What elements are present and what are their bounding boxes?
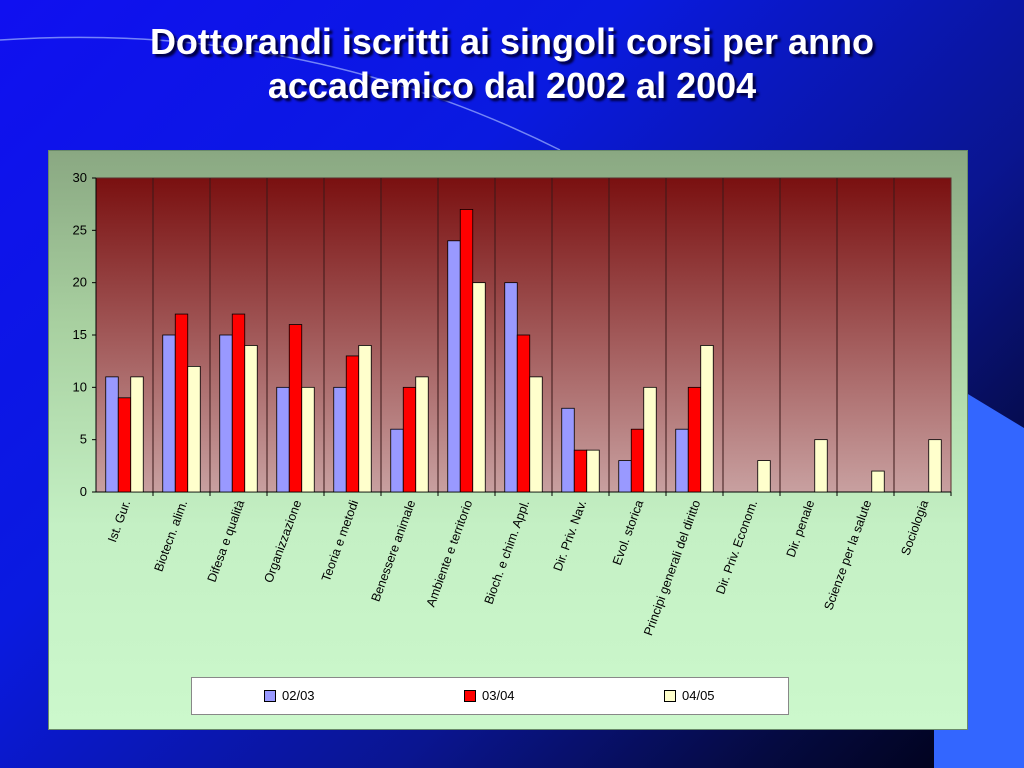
slide-title-line-2: accademico dal 2002 al 2004 xyxy=(267,65,757,106)
bar-series-3 xyxy=(871,470,885,493)
bar-series-1 xyxy=(561,407,575,493)
category-label: Dir. Priv. Econom. xyxy=(713,498,760,596)
bar-series-3 xyxy=(586,449,600,493)
legend-item-series-3: 04/05 xyxy=(664,688,715,703)
y-tick-label: 15 xyxy=(73,327,87,342)
category-label: Difesa e qualità xyxy=(205,498,248,584)
category-label: Benessere animale xyxy=(369,498,419,603)
chart-legend: 02/03 03/04 04/05 xyxy=(191,677,789,715)
bar-series-1 xyxy=(618,460,632,493)
chart-panel: 0 5 10 15 20 25 30 Ist. Gur. Biotecn. alim. Difes… xyxy=(48,150,968,730)
bar-series-3 xyxy=(529,376,543,493)
legend-swatch-series-2 xyxy=(464,689,476,702)
category-label: Teoria e metodi xyxy=(319,498,361,583)
bar-series-2 xyxy=(231,313,246,493)
bar-series-3 xyxy=(757,460,771,493)
bar-series-3 xyxy=(700,345,714,493)
bar-series-1 xyxy=(390,428,404,493)
legend-label-series-1: 02/03 xyxy=(282,688,315,703)
category-label: Organizzazione xyxy=(261,498,304,584)
y-tick-label: 10 xyxy=(73,379,87,394)
legend-label-series-3: 04/05 xyxy=(682,688,715,703)
y-tick-label: 20 xyxy=(73,275,87,290)
legend-item-series-2: 03/04 xyxy=(464,688,515,703)
category-label: Principi generali del diritto xyxy=(641,498,703,637)
category-label: Dir. Priv. Nav. xyxy=(551,498,590,573)
bar-series-1 xyxy=(333,386,347,493)
category-label: Evol. storica xyxy=(610,498,646,567)
slide-title-line-1: Dottorandi iscritti ai singoli corsi per… xyxy=(149,21,875,62)
bar-series-2 xyxy=(516,334,531,493)
y-tick-label: 25 xyxy=(73,222,87,237)
category-label: Scienze per la salute xyxy=(821,498,874,612)
category-label: Dir. penale xyxy=(784,498,818,559)
category-label: Bioch. e chim. Appl. xyxy=(482,498,533,606)
decorative-blue-shape xyxy=(934,388,1024,768)
bar-series-1 xyxy=(504,282,518,493)
category-label: Ist. Gur. xyxy=(105,498,133,544)
y-tick-label: 0 xyxy=(80,484,87,499)
bar-chart: 0 5 10 15 20 25 30 Ist. Gur. Biotecn. alim. Difes… xyxy=(73,170,952,638)
legend-swatch-series-1 xyxy=(264,689,276,702)
bar-series-2 xyxy=(402,386,417,493)
bar-series-3 xyxy=(928,439,942,493)
bar-series-2 xyxy=(687,386,702,493)
bar-series-2 xyxy=(174,313,189,493)
bar-series-3 xyxy=(244,345,258,493)
bar-series-2 xyxy=(459,209,474,493)
bar-series-2 xyxy=(117,397,132,493)
bar-series-3 xyxy=(301,386,315,493)
category-label: Sociologia xyxy=(898,498,931,557)
bar-series-3 xyxy=(358,345,372,493)
slide-title: Dottorandi iscritti ai singoli corsi per… xyxy=(0,20,1024,108)
bar-series-3 xyxy=(472,282,486,493)
bar-series-1 xyxy=(276,386,290,493)
bar-series-1 xyxy=(105,376,119,493)
bar-series-1 xyxy=(219,334,233,493)
bar-series-2 xyxy=(630,428,645,493)
y-tick-label: 30 xyxy=(73,170,87,185)
bar-series-1 xyxy=(675,428,689,493)
legend-swatch-series-3 xyxy=(664,689,676,702)
legend-label-series-2: 03/04 xyxy=(482,688,515,703)
bar-series-3 xyxy=(130,376,144,493)
bar-series-1 xyxy=(447,240,461,493)
y-tick-label: 5 xyxy=(80,432,87,447)
bar-series-2 xyxy=(345,355,360,493)
category-label: Ambiente e territorio xyxy=(424,498,476,609)
legend-item-series-1: 02/03 xyxy=(264,688,315,703)
bar-series-1 xyxy=(162,334,176,493)
bar-series-2 xyxy=(573,449,588,493)
bar-series-2 xyxy=(288,324,303,493)
bar-series-3 xyxy=(187,365,201,493)
bar-series-3 xyxy=(814,439,828,493)
bar-series-3 xyxy=(415,376,429,493)
category-label: Biotecn. alim. xyxy=(152,498,191,573)
bar-series-3 xyxy=(643,386,657,493)
